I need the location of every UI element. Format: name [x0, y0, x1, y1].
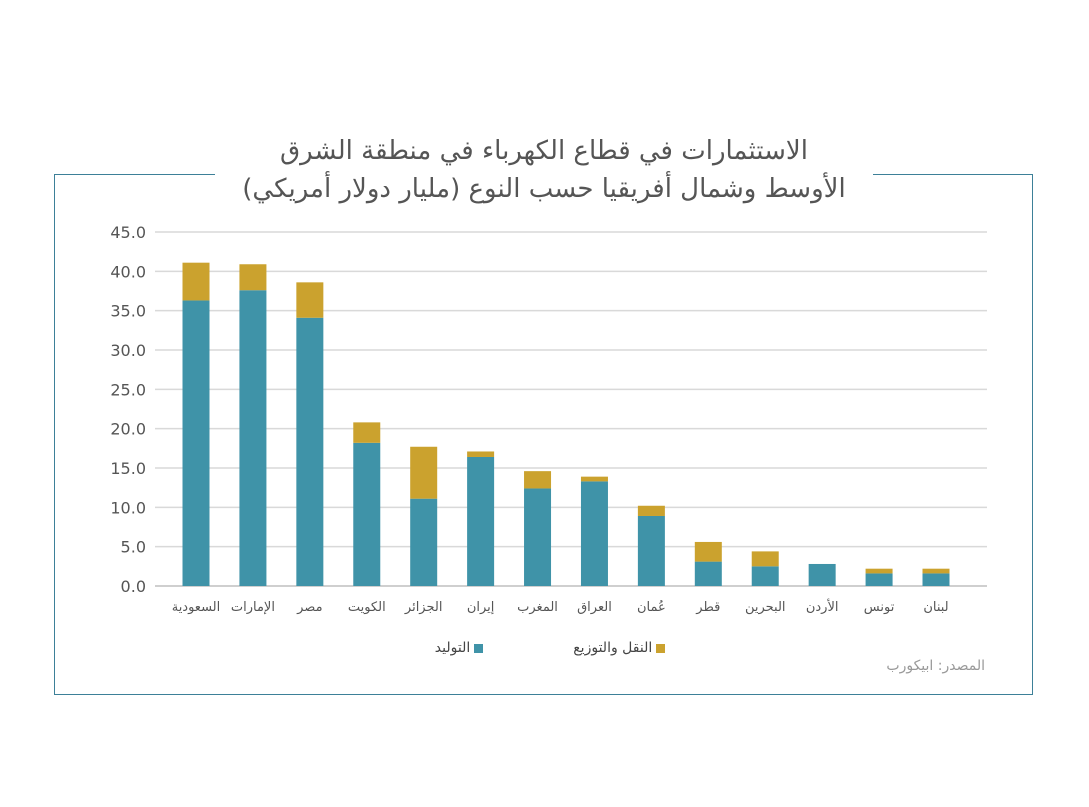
bar-segment-transmission — [182, 262, 210, 301]
bar-segment-generation — [751, 566, 779, 586]
x-category-label: قطر — [695, 600, 720, 615]
x-category-label: عُمان — [637, 599, 666, 615]
legend-label-generation: التوليد — [434, 640, 471, 656]
x-category-label: إيران — [467, 600, 495, 615]
x-category-label: لبنان — [923, 600, 948, 615]
y-tick-label: 5.0 — [121, 538, 146, 557]
bar-segment-generation — [694, 561, 722, 586]
chart-title-line2: الأوسط وشمال أفريقيا حسب النوع (مليار دو… — [242, 174, 846, 204]
y-tick-label: 10.0 — [110, 498, 146, 517]
bar-segment-generation — [296, 317, 324, 586]
bar-segment-generation — [353, 442, 381, 586]
y-tick-label: 35.0 — [110, 302, 146, 321]
bar-segment-generation — [524, 488, 552, 586]
bar-segment-generation — [922, 573, 950, 586]
y-tick-label: 25.0 — [110, 380, 146, 399]
bar-segment-generation — [637, 515, 665, 586]
bar-segment-transmission — [694, 541, 722, 562]
bar-segment-transmission — [239, 264, 267, 291]
bar-segment-transmission — [580, 476, 608, 482]
y-tick-label: 0.0 — [121, 577, 146, 596]
bar-segment-transmission — [637, 505, 665, 516]
bar-segment-transmission — [751, 551, 779, 567]
bar-segment-transmission — [410, 446, 438, 499]
bar-segment-transmission — [865, 568, 893, 574]
bar-segment-generation — [865, 573, 893, 586]
chart-title-line1: الاستثمارات في قطاع الكهرباء في منطقة ال… — [280, 136, 808, 166]
legend-label-transmission: النقل والتوزيع — [573, 640, 653, 656]
x-category-label: الجزائر — [404, 600, 443, 615]
bar-segment-transmission — [922, 568, 950, 574]
bar-segment-transmission — [296, 282, 324, 318]
legend-item-transmission: النقل والتوزيع — [573, 640, 666, 656]
x-category-label: العراق — [577, 600, 612, 615]
chart-title: الاستثمارات في قطاع الكهرباء في منطقة ال… — [215, 132, 873, 208]
y-tick-label: 45.0 — [110, 223, 146, 242]
legend-item-generation: التوليد — [434, 640, 484, 656]
x-category-label: البحرين — [745, 600, 786, 615]
x-category-label: تونس — [864, 600, 895, 615]
bar-segment-transmission — [524, 471, 552, 489]
x-category-label: المغرب — [517, 600, 558, 615]
source-note: المصدر: ابيكورب — [886, 658, 985, 674]
x-category-label: الكويت — [348, 600, 386, 615]
x-category-label: الأردن — [806, 598, 839, 615]
legend-swatch-transmission — [656, 643, 666, 653]
bar-segment-transmission — [353, 422, 381, 443]
y-tick-label: 15.0 — [110, 459, 146, 478]
bar-segment-generation — [182, 300, 210, 586]
y-tick-label: 20.0 — [110, 420, 146, 439]
bar-segment-generation — [580, 481, 608, 586]
y-tick-label: 40.0 — [110, 262, 146, 281]
y-tick-label: 30.0 — [110, 341, 146, 360]
x-category-label: الإمارات — [231, 600, 275, 615]
bar-segment-generation — [808, 563, 836, 586]
bar-segment-generation — [410, 498, 438, 586]
legend: النقل والتوزيع التوليد — [300, 640, 800, 656]
bar-segment-generation — [467, 456, 495, 586]
legend-swatch-generation — [474, 643, 484, 653]
bar-segment-transmission — [467, 451, 495, 457]
x-category-label: السعودية — [172, 600, 221, 615]
bar-segment-generation — [239, 290, 267, 586]
x-category-label: مصر — [296, 600, 322, 615]
